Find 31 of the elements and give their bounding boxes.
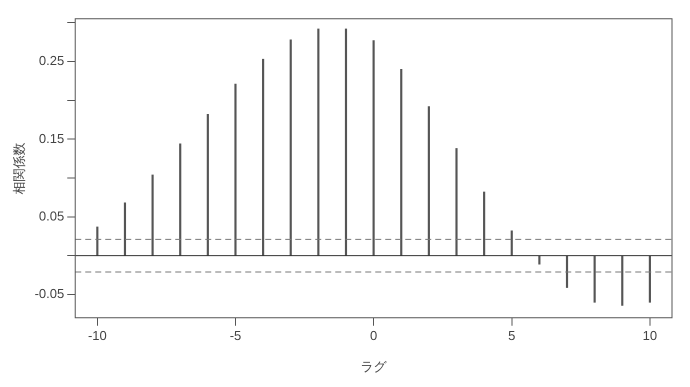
x-tick-label: 0 [370, 328, 378, 344]
bar [621, 256, 624, 306]
bar [483, 192, 486, 256]
bar [234, 84, 237, 256]
y-axis-title: 相関係数 [11, 142, 26, 194]
bar [124, 202, 126, 256]
bar [206, 114, 209, 256]
bar [566, 256, 568, 288]
bar [179, 144, 182, 256]
bar [152, 174, 154, 256]
bar [290, 39, 292, 256]
bar [648, 256, 651, 303]
y-tick-label: -0.05 [34, 286, 64, 302]
bar [455, 148, 458, 256]
x-tick-label: -10 [88, 328, 107, 344]
bar [510, 230, 513, 256]
bar [594, 256, 596, 303]
x-axis-title: ラグ [360, 358, 388, 374]
y-tick-label: 0.25 [38, 53, 64, 68]
x-tick-label: 5 [508, 328, 516, 344]
bar [400, 68, 402, 256]
bar [317, 28, 320, 256]
bar [538, 256, 540, 265]
y-tick-label: 0.05 [38, 208, 64, 224]
bar [344, 28, 348, 256]
bar [372, 40, 375, 256]
y-tick-label: 0.15 [38, 130, 64, 146]
bar [262, 58, 264, 256]
bar [428, 106, 430, 256]
x-tick-label: -5 [230, 328, 242, 344]
x-tick-label: 10 [642, 328, 658, 344]
